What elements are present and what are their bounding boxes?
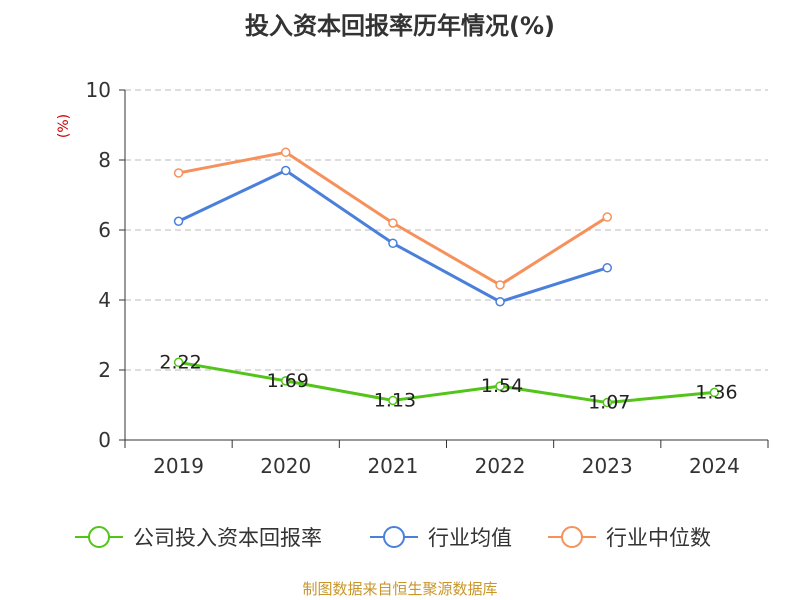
x-tick-label-2024: 2024: [689, 454, 740, 478]
legend-marker-industry-median: [561, 526, 583, 548]
y-tick-label-8: 8: [98, 148, 111, 172]
x-tick-label-2023: 2023: [582, 454, 633, 478]
gridlines: [125, 89, 768, 371]
data-label-2019: 2.22: [159, 351, 201, 373]
x-tick-label-2021: 2021: [367, 454, 418, 478]
point-industry-median-2021: [388, 218, 398, 228]
point-industry-median-2023: [602, 212, 612, 222]
point-industry-mean-2021: [388, 238, 398, 249]
point-industry-median-2022: [495, 280, 505, 290]
point-company-roic-2024: [709, 387, 720, 398]
legend-marker-company-roic: [88, 526, 110, 548]
point-company-roic-2023: [602, 397, 612, 408]
x-tick-label-2022: 2022: [475, 454, 526, 478]
source-note: 制图数据来自恒生聚源数据库: [302, 580, 497, 598]
point-company-roic-2020: [281, 376, 291, 386]
y-tick-label-2: 2: [98, 358, 111, 382]
y-axis-unit-label: (%): [56, 114, 72, 138]
series-line-industry-mean: [177, 169, 608, 304]
series-line-company-roic: [178, 360, 715, 405]
point-industry-median-2019: [173, 168, 184, 178]
axes: 0 2 4 6 8 10 2019 2020 2021 2022 2023 2024: [86, 78, 769, 478]
point-industry-mean-2023: [602, 263, 612, 273]
y-tick-label-6: 6: [98, 218, 111, 242]
x-tick-label-2019: 2019: [153, 454, 204, 478]
point-industry-mean-2019: [173, 216, 184, 226]
point-industry-mean-2020: [281, 165, 291, 176]
x-tick-label-2020: 2020: [260, 454, 311, 478]
data-label-2022: 1.54: [481, 375, 523, 397]
point-company-roic-2022: [495, 381, 505, 391]
legend-marker-industry-mean: [383, 526, 405, 548]
point-industry-mean-2022: [495, 297, 505, 307]
legend: 公司投入资本回报率 行业均值 行业中位数: [75, 526, 711, 550]
chart-title: 投入资本回报率历年情况(%): [245, 12, 555, 40]
point-industry-median-2020: [281, 147, 291, 158]
data-label-2020: 1.69: [267, 370, 309, 392]
legend-label-company-roic: 公司投入资本回报率: [133, 526, 322, 550]
legend-label-industry-mean: 行业均值: [428, 526, 512, 550]
data-label-2024: 1.36: [695, 381, 737, 403]
data-labels: 2.22 1.69 1.13 1.54 1.07 1.36: [159, 351, 737, 413]
series-layer: [173, 147, 720, 408]
data-label-2021: 1.13: [374, 389, 416, 411]
y-tick-label-10: 10: [86, 78, 111, 102]
data-label-2023: 1.07: [588, 392, 630, 414]
y-tick-label-4: 4: [98, 288, 111, 312]
y-tick-label-0: 0: [98, 428, 111, 452]
point-company-roic-2021: [388, 395, 398, 406]
point-company-roic-2019: [173, 357, 184, 368]
legend-label-industry-median: 行业中位数: [606, 526, 711, 550]
